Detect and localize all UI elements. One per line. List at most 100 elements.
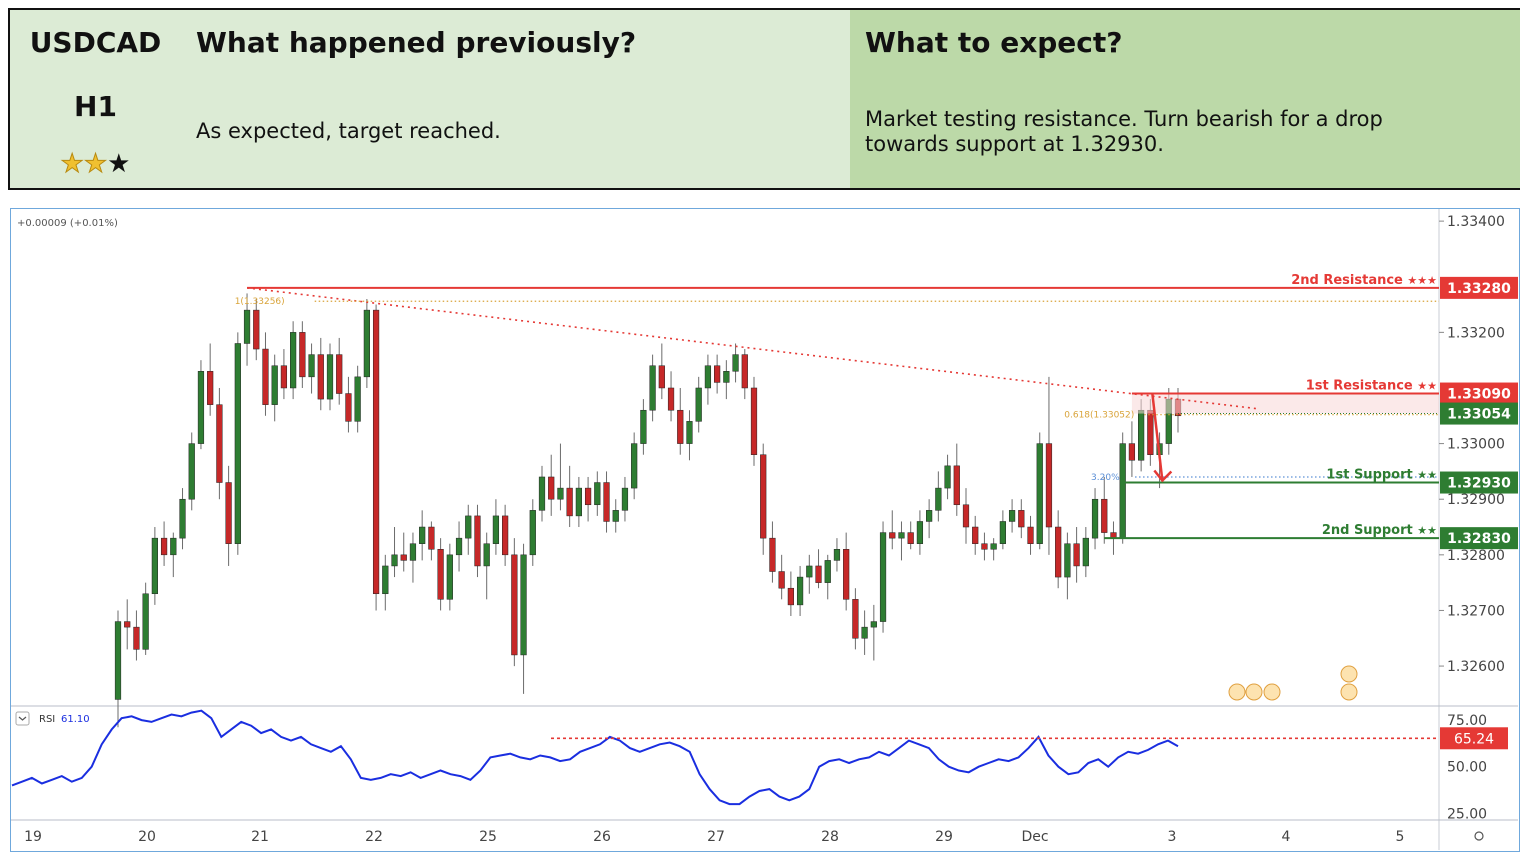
candle-body [188, 443, 195, 500]
x-tick-label: 19 [24, 829, 42, 845]
level-price-label: 1.33280 [1447, 281, 1511, 297]
y-tick-label: 1.33000 [1447, 437, 1505, 453]
settings-gear-icon [1474, 831, 1484, 841]
rsi-tick-label: 25.00 [1447, 806, 1487, 822]
candle-body [299, 332, 306, 378]
candle-body [511, 554, 518, 656]
level-name: 1st Resistance ★★ [1306, 379, 1437, 394]
change-label: +0.00009 (+0.01%) [17, 218, 118, 229]
candle-body [667, 387, 675, 411]
star-icon: ★ [83, 149, 108, 179]
star-icon: ★ [107, 149, 131, 179]
candle-body [529, 510, 536, 556]
candle-body [861, 626, 868, 639]
candle-body [806, 565, 813, 578]
candle-body [1055, 526, 1062, 578]
x-tick-label: 3 [1168, 829, 1177, 845]
candle-body [732, 354, 739, 372]
candle-body [621, 487, 629, 511]
candle-body [787, 587, 794, 606]
expect-title-cell: What to expect? [850, 10, 1520, 76]
candle-body [262, 348, 269, 405]
candle-body [824, 560, 831, 583]
candle-body [253, 309, 260, 350]
candle-body [428, 526, 435, 550]
expect-body-cell: Market testing resistance. Turn bearish … [850, 74, 1520, 188]
candle-body [852, 599, 859, 639]
chevron-down-icon [18, 716, 27, 721]
collapse-chevron-icon [15, 711, 30, 726]
y-tick-label: 1.33200 [1447, 325, 1505, 341]
previous-title-cell: What happened previously? [181, 10, 852, 76]
candle-body [658, 365, 665, 389]
candle-body [179, 498, 186, 539]
candle-body [1036, 443, 1043, 544]
candle-body [981, 543, 988, 550]
level-price-label: 1.32830 [1447, 531, 1511, 547]
y-tick-label: 1.32700 [1447, 603, 1505, 619]
candle-body [962, 504, 970, 528]
candle-body [446, 554, 453, 600]
candle-body [889, 532, 896, 539]
candle-body [1027, 526, 1034, 544]
current-price-label: 1.33054 [1447, 407, 1511, 423]
candle-body [870, 621, 877, 628]
y-tick-label: 1.32900 [1447, 492, 1505, 508]
rsi-level-label: 65.24 [1454, 731, 1494, 747]
candle-body [566, 487, 573, 517]
candle-body [280, 365, 288, 389]
rsi-line [11, 709, 1179, 806]
candle-body [575, 487, 582, 517]
candle-body [612, 510, 619, 522]
resistance-zone [1131, 393, 1439, 414]
candle-body [584, 487, 592, 506]
level-stars: ★★ [1417, 524, 1437, 537]
rsi-value-label: 61.10 [61, 714, 90, 725]
candle-body [372, 309, 380, 595]
candle-body [216, 404, 223, 483]
expect-title: What to expect? [865, 26, 1123, 59]
candle-body [290, 332, 297, 389]
candle-body [879, 532, 887, 622]
event-flag-icon [1245, 683, 1263, 701]
previous-body-cell: As expected, target reached. [181, 74, 852, 188]
projection-arrowhead [1153, 469, 1173, 483]
candle-body [207, 371, 214, 405]
symbol-cell: USDCAD H1 ★★★ [10, 10, 183, 188]
fib-label: 1(1.33256) [235, 297, 285, 307]
fib-label: 0.618(1.33052) [1064, 411, 1134, 421]
candle-body [160, 537, 168, 556]
candle-body [714, 365, 721, 383]
previous-text: As expected, target reached. [196, 119, 501, 143]
candle-body [474, 515, 481, 567]
candle-body [916, 521, 924, 544]
current-price-tag [1440, 402, 1518, 425]
star-icon: ★ [60, 149, 84, 179]
candle-body [1101, 498, 1108, 533]
candle-body [723, 371, 730, 383]
x-tick-label: 5 [1396, 829, 1405, 845]
candle-body [465, 515, 472, 539]
candle-body [741, 354, 748, 389]
candle-body [677, 409, 684, 444]
candle-body [419, 526, 426, 544]
x-tick-label: Dec [1021, 829, 1048, 845]
candle-body [308, 354, 315, 378]
candle-body [455, 537, 463, 556]
candle-body [750, 387, 758, 455]
candle-body [815, 565, 822, 583]
candle-body [1018, 510, 1025, 528]
x-tick-label: 26 [593, 829, 611, 845]
candle-body [603, 482, 610, 522]
candle-body [972, 526, 979, 544]
candle-body [114, 621, 122, 700]
level-name: 1st Support ★★ [1326, 468, 1437, 483]
event-flag-icon [1340, 665, 1358, 683]
level-price-tag [1440, 527, 1518, 550]
candle-body [354, 376, 361, 422]
candle-body [778, 571, 785, 589]
candle-body [538, 476, 546, 511]
candle-body [796, 576, 804, 606]
rsi-tick-label: 50.00 [1447, 760, 1487, 776]
candle-body [640, 409, 647, 444]
